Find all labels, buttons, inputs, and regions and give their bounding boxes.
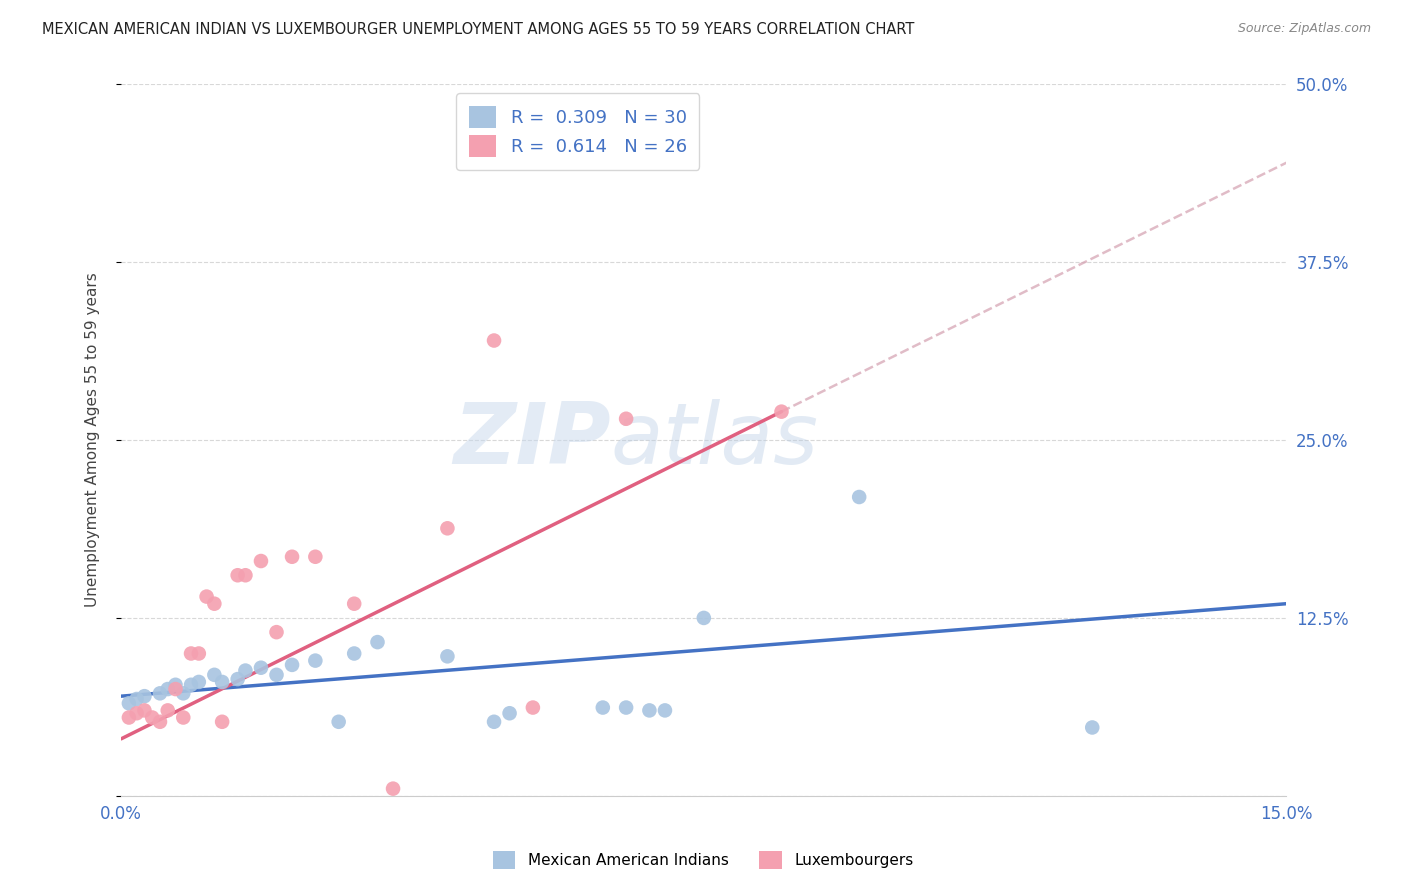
Point xyxy=(482,714,505,729)
Point xyxy=(522,700,544,714)
Point xyxy=(118,696,141,710)
Y-axis label: Unemployment Among Ages 55 to 59 years: Unemployment Among Ages 55 to 59 years xyxy=(86,273,100,607)
Point xyxy=(592,700,614,714)
Point xyxy=(187,675,209,690)
Point xyxy=(266,668,288,682)
Point xyxy=(498,706,520,721)
Point xyxy=(281,549,304,564)
Point xyxy=(149,686,172,700)
Point xyxy=(202,597,225,611)
Point xyxy=(614,411,637,425)
Point xyxy=(693,611,716,625)
Point xyxy=(141,710,163,724)
Point xyxy=(226,672,249,686)
Text: ZIP: ZIP xyxy=(453,399,610,482)
Point xyxy=(614,700,637,714)
Point xyxy=(235,664,257,678)
Point xyxy=(1081,721,1104,735)
Point xyxy=(211,714,233,729)
Point xyxy=(382,781,405,796)
Legend: Mexican American Indians, Luxembourgers: Mexican American Indians, Luxembourgers xyxy=(486,845,920,875)
Point xyxy=(343,597,366,611)
Point xyxy=(638,703,661,717)
Point xyxy=(266,625,288,640)
Point xyxy=(436,649,458,664)
Point xyxy=(165,678,187,692)
Legend: R =  0.309   N = 30, R =  0.614   N = 26: R = 0.309 N = 30, R = 0.614 N = 26 xyxy=(457,94,699,170)
Point xyxy=(250,554,273,568)
Point xyxy=(250,661,273,675)
Point xyxy=(482,334,505,348)
Point xyxy=(328,714,350,729)
Point xyxy=(125,706,148,721)
Point xyxy=(125,692,148,706)
Point xyxy=(235,568,257,582)
Point xyxy=(211,675,233,690)
Point xyxy=(770,404,793,418)
Point xyxy=(180,678,202,692)
Point xyxy=(187,647,209,661)
Point xyxy=(195,590,218,604)
Point xyxy=(304,549,326,564)
Point xyxy=(848,490,870,504)
Point xyxy=(366,635,388,649)
Point xyxy=(654,703,676,717)
Point xyxy=(343,647,366,661)
Point xyxy=(172,710,194,724)
Point xyxy=(156,703,179,717)
Point xyxy=(436,521,458,535)
Point xyxy=(149,714,172,729)
Point xyxy=(281,657,304,672)
Point xyxy=(134,703,156,717)
Point xyxy=(226,568,249,582)
Point xyxy=(172,686,194,700)
Text: atlas: atlas xyxy=(610,399,818,482)
Point xyxy=(165,681,187,696)
Point xyxy=(180,647,202,661)
Text: MEXICAN AMERICAN INDIAN VS LUXEMBOURGER UNEMPLOYMENT AMONG AGES 55 TO 59 YEARS C: MEXICAN AMERICAN INDIAN VS LUXEMBOURGER … xyxy=(42,22,914,37)
Point xyxy=(304,654,326,668)
Point xyxy=(134,689,156,703)
Text: Source: ZipAtlas.com: Source: ZipAtlas.com xyxy=(1237,22,1371,36)
Point xyxy=(202,668,225,682)
Point xyxy=(156,681,179,696)
Point xyxy=(118,710,141,724)
